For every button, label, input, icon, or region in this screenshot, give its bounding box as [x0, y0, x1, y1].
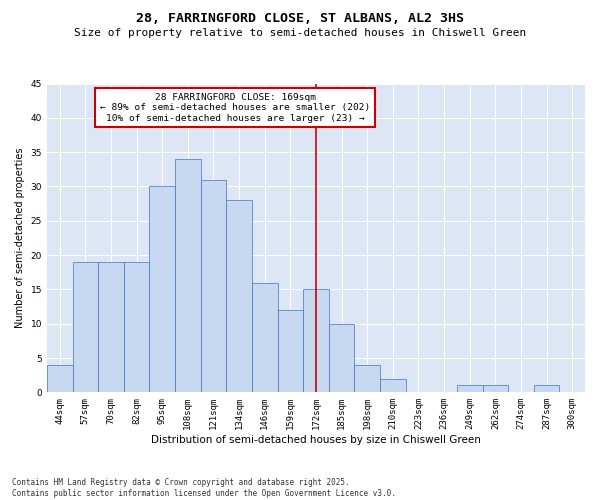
- Bar: [47, 365, 73, 392]
- Bar: [380, 378, 406, 392]
- Bar: [355, 365, 380, 392]
- Bar: [534, 386, 559, 392]
- Bar: [124, 262, 149, 392]
- Bar: [226, 200, 252, 392]
- Bar: [98, 262, 124, 392]
- Bar: [329, 324, 355, 392]
- Bar: [252, 282, 278, 393]
- Bar: [278, 310, 303, 392]
- Bar: [175, 159, 200, 392]
- Text: Contains HM Land Registry data © Crown copyright and database right 2025.
Contai: Contains HM Land Registry data © Crown c…: [12, 478, 396, 498]
- X-axis label: Distribution of semi-detached houses by size in Chiswell Green: Distribution of semi-detached houses by …: [151, 435, 481, 445]
- Bar: [149, 186, 175, 392]
- Bar: [482, 386, 508, 392]
- Text: Size of property relative to semi-detached houses in Chiswell Green: Size of property relative to semi-detach…: [74, 28, 526, 38]
- Y-axis label: Number of semi-detached properties: Number of semi-detached properties: [15, 148, 25, 328]
- Bar: [200, 180, 226, 392]
- Text: 28 FARRINGFORD CLOSE: 169sqm
← 89% of semi-detached houses are smaller (202)
10%: 28 FARRINGFORD CLOSE: 169sqm ← 89% of se…: [100, 93, 370, 122]
- Bar: [457, 386, 482, 392]
- Bar: [73, 262, 98, 392]
- Bar: [303, 290, 329, 393]
- Text: 28, FARRINGFORD CLOSE, ST ALBANS, AL2 3HS: 28, FARRINGFORD CLOSE, ST ALBANS, AL2 3H…: [136, 12, 464, 26]
